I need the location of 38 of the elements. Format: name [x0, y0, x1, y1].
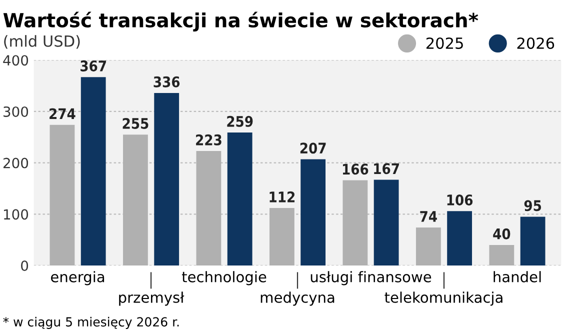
legend-label: 2026 — [517, 37, 554, 49]
x-tick-label: telekomunikacja — [384, 292, 502, 306]
x-tick-label: energia — [51, 271, 104, 286]
data-label: 74 — [420, 211, 437, 222]
data-label: 259 — [227, 116, 253, 127]
data-label: 207 — [300, 142, 326, 154]
y-tick-label: 200 — [3, 158, 28, 168]
y-tick-label: 100 — [4, 209, 28, 220]
bar — [80, 77, 106, 266]
bar — [520, 216, 546, 266]
chart-title: Wartość transakcji na świecie w sektorach* — [3, 12, 478, 32]
data-label: 112 — [270, 191, 294, 202]
y-tick-label: 0 — [21, 260, 28, 272]
x-tick-label: medycyna — [260, 292, 334, 306]
bar — [447, 211, 472, 266]
data-label: 95 — [524, 200, 542, 212]
x-tick-label: technologie — [182, 271, 266, 286]
bar — [300, 159, 326, 266]
chart-subtitle: (mld USD) — [4, 35, 80, 49]
data-label: 274 — [50, 108, 76, 120]
x-tick-label: handel — [494, 271, 541, 282]
x-tick-label: przemysł — [119, 292, 184, 306]
legend-label: 2025 — [426, 37, 463, 49]
data-label: 223 — [196, 134, 222, 146]
y-tick-label: 300 — [4, 106, 28, 117]
y-tick-label: 400 — [3, 55, 28, 66]
data-label: 40 — [493, 228, 510, 240]
data-label: 106 — [447, 194, 473, 206]
bar — [374, 180, 399, 266]
bar — [154, 92, 180, 266]
data-label: 367 — [80, 60, 106, 72]
text: * w ciągu 5 miesięcy 2026 r. — [3, 316, 179, 329]
data-label: 167 — [374, 163, 399, 174]
x-tick-label: usługi finansowe — [310, 271, 432, 286]
data-label: 166 — [342, 164, 368, 175]
data-label: 336 — [154, 76, 180, 88]
bar — [227, 132, 252, 266]
data-label: 255 — [122, 118, 148, 129]
